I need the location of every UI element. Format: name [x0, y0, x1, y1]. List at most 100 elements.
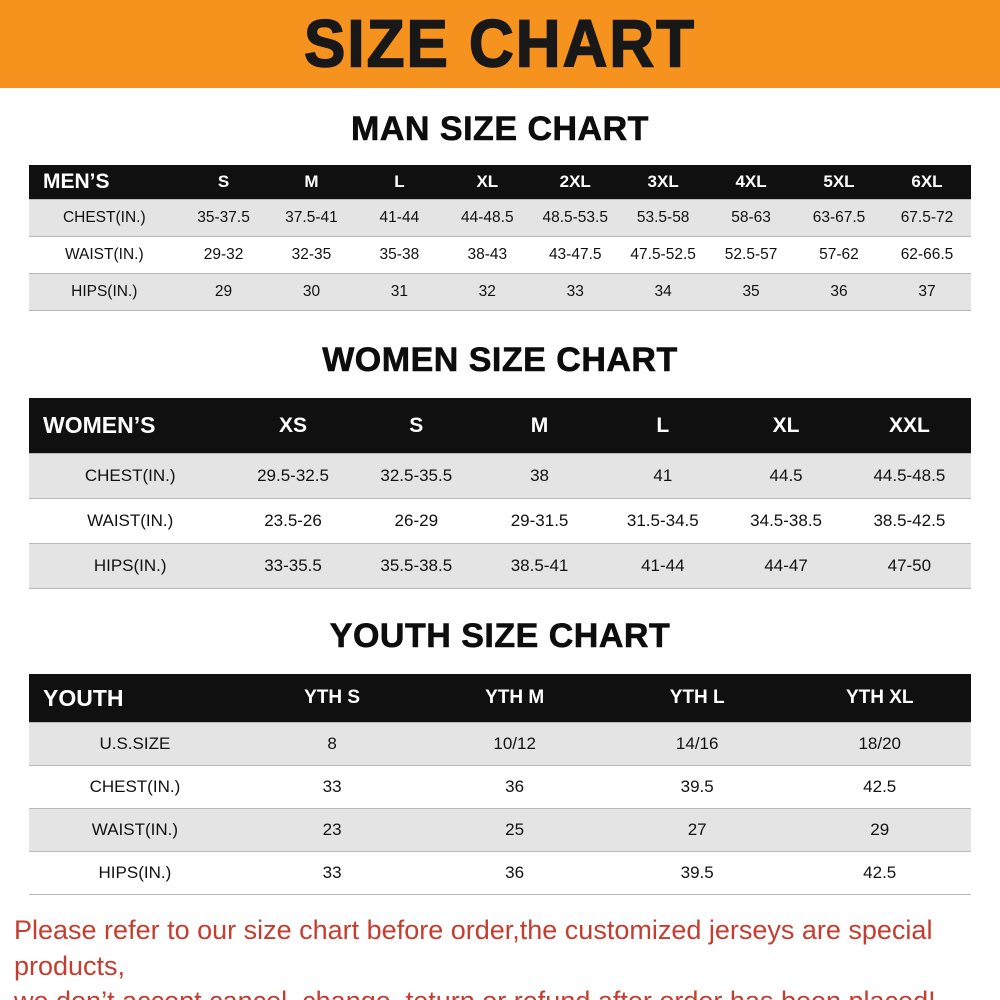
table-cell: 41-44 [601, 543, 725, 589]
table-cell: 31.5-34.5 [601, 498, 725, 544]
table-cell: 36 [423, 765, 606, 809]
men-size-section: MAN SIZE CHART MEN’S S M L XL 2XL 3XL 4XL 5XL 6XL… [0, 88, 1000, 311]
table-cell: 52.5-57 [707, 236, 796, 274]
table-cell: 29 [788, 808, 971, 852]
table-row: CHEST(IN.) 33 36 39.5 42.5 [29, 765, 971, 809]
column-header: 6XL [882, 165, 971, 200]
notice-line-1: Please refer to our size chart before or… [14, 915, 933, 981]
column-header: 5XL [795, 165, 883, 200]
page-title: SIZE CHART [303, 6, 696, 82]
column-header: XL [724, 398, 848, 454]
youth-size-table: YOUTH YTH S YTH M YTH L YTH XL U.S.SIZE 8 10/12… [29, 674, 971, 895]
table-cell: 33 [240, 765, 424, 809]
table-title: YOUTH [29, 674, 241, 723]
table-row: WAIST(IN.) 29-32 32-35 35-38 38-43 43-47.5 47.… [29, 236, 971, 274]
column-header: L [355, 165, 444, 200]
table-row: HIPS(IN.) 33-35.5 35.5-38.5 38.5-41 41-44 44-… [29, 543, 971, 589]
table-cell: 35-38 [355, 236, 444, 274]
row-label: WAIST(IN.) [29, 236, 180, 274]
table-cell: 32.5-35.5 [354, 453, 478, 499]
table-cell: 42.5 [788, 851, 971, 895]
table-cell: 41 [601, 453, 725, 499]
table-cell: 57-62 [795, 236, 883, 274]
table-cell: 62-66.5 [882, 236, 971, 274]
table-cell: 44-48.5 [443, 199, 532, 237]
table-cell: 23 [240, 808, 424, 852]
table-row: HIPS(IN.) 29 30 31 32 33 34 35 36 37 [29, 273, 971, 311]
column-header: 2XL [531, 165, 620, 200]
column-header: L [601, 398, 725, 454]
notice-line-2: we don’t accept cancel, change, teturn o… [14, 984, 1000, 1000]
column-header: YTH M [423, 674, 606, 723]
table-cell: 44-47 [724, 543, 848, 589]
table-cell: 14/16 [605, 722, 789, 766]
table-row: CHEST(IN.) 35-37.5 37.5-41 41-44 44-48.5 48.5… [29, 199, 971, 237]
table-cell: 44.5-48.5 [847, 453, 971, 499]
table-cell: 29-32 [179, 236, 268, 274]
table-cell: 30 [267, 273, 356, 311]
table-cell: 36 [795, 273, 883, 311]
table-cell: 8 [240, 722, 424, 766]
table-cell: 41-44 [355, 199, 444, 237]
table-cell: 23.5-26 [231, 498, 355, 544]
table-cell: 43-47.5 [531, 236, 620, 274]
table-cell: 33 [531, 273, 620, 311]
column-header: YTH L [605, 674, 789, 723]
column-header: M [477, 398, 602, 454]
youth-size-section: YOUTH SIZE CHART YOUTH YTH S YTH M YTH L YTH… [0, 589, 1000, 895]
table-cell: 36 [423, 851, 606, 895]
table-cell: 37.5-41 [267, 199, 356, 237]
women-size-table: WOMEN’S XS S M L XL XXL CHEST(IN.) 29.5-32.5 32.5… [29, 398, 971, 589]
column-header: XS [231, 398, 355, 454]
table-cell: 33-35.5 [231, 543, 355, 589]
table-cell: 29.5-32.5 [231, 453, 355, 499]
column-header: XL [443, 165, 532, 200]
row-label: WAIST(IN.) [29, 808, 241, 852]
table-cell: 58-63 [707, 199, 796, 237]
row-label: HIPS(IN.) [29, 851, 241, 895]
table-cell: 25 [423, 808, 606, 852]
table-cell: 29 [179, 273, 268, 311]
row-label: HIPS(IN.) [29, 543, 232, 589]
row-label: CHEST(IN.) [29, 453, 232, 499]
men-size-table: MEN’S S M L XL 2XL 3XL 4XL 5XL 6XL CHEST(IN.) 35-37… [29, 165, 971, 311]
header-row: MEN’S S M L XL 2XL 3XL 4XL 5XL 6XL [29, 165, 971, 200]
column-header: S [179, 165, 268, 200]
table-cell: 34.5-38.5 [724, 498, 848, 544]
men-section-heading: MAN SIZE CHART [351, 110, 649, 149]
table-title: WOMEN’S [29, 398, 232, 454]
table-row: HIPS(IN.) 33 36 39.5 42.5 [29, 851, 971, 895]
row-label: WAIST(IN.) [29, 498, 232, 544]
order-notice: Please refer to our size chart before or… [0, 913, 1000, 1000]
table-cell: 32-35 [267, 236, 356, 274]
youth-section-heading: YOUTH SIZE CHART [329, 617, 671, 656]
table-cell: 33 [240, 851, 424, 895]
header-row: WOMEN’S XS S M L XL XXL [29, 398, 971, 454]
table-cell: 38.5-42.5 [847, 498, 971, 544]
column-header: M [267, 165, 356, 200]
table-cell: 26-29 [354, 498, 478, 544]
table-title: MEN’S [29, 165, 180, 200]
table-row: U.S.SIZE 8 10/12 14/16 18/20 [29, 722, 971, 766]
table-cell: 38.5-41 [477, 543, 602, 589]
table-cell: 48.5-53.5 [531, 199, 620, 237]
table-cell: 63-67.5 [795, 199, 883, 237]
column-header: XXL [847, 398, 971, 454]
table-row: CHEST(IN.) 29.5-32.5 32.5-35.5 38 41 44.5 44.5… [29, 453, 971, 499]
table-cell: 37 [882, 273, 971, 311]
table-cell: 39.5 [605, 765, 789, 809]
table-cell: 42.5 [788, 765, 971, 809]
women-section-heading: WOMEN SIZE CHART [322, 341, 678, 380]
table-cell: 35.5-38.5 [354, 543, 478, 589]
table-cell: 18/20 [788, 722, 971, 766]
header-row: YOUTH YTH S YTH M YTH L YTH XL [29, 674, 971, 723]
table-cell: 32 [443, 273, 532, 311]
row-label: U.S.SIZE [29, 722, 241, 766]
row-label: CHEST(IN.) [29, 199, 180, 237]
column-header: YTH S [240, 674, 424, 723]
women-size-section: WOMEN SIZE CHART WOMEN’S XS S M L XL XXL CHEST(… [0, 311, 1000, 589]
table-cell: 38-43 [443, 236, 532, 274]
table-cell: 29-31.5 [477, 498, 602, 544]
row-label: CHEST(IN.) [29, 765, 241, 809]
table-cell: 53.5-58 [619, 199, 708, 237]
